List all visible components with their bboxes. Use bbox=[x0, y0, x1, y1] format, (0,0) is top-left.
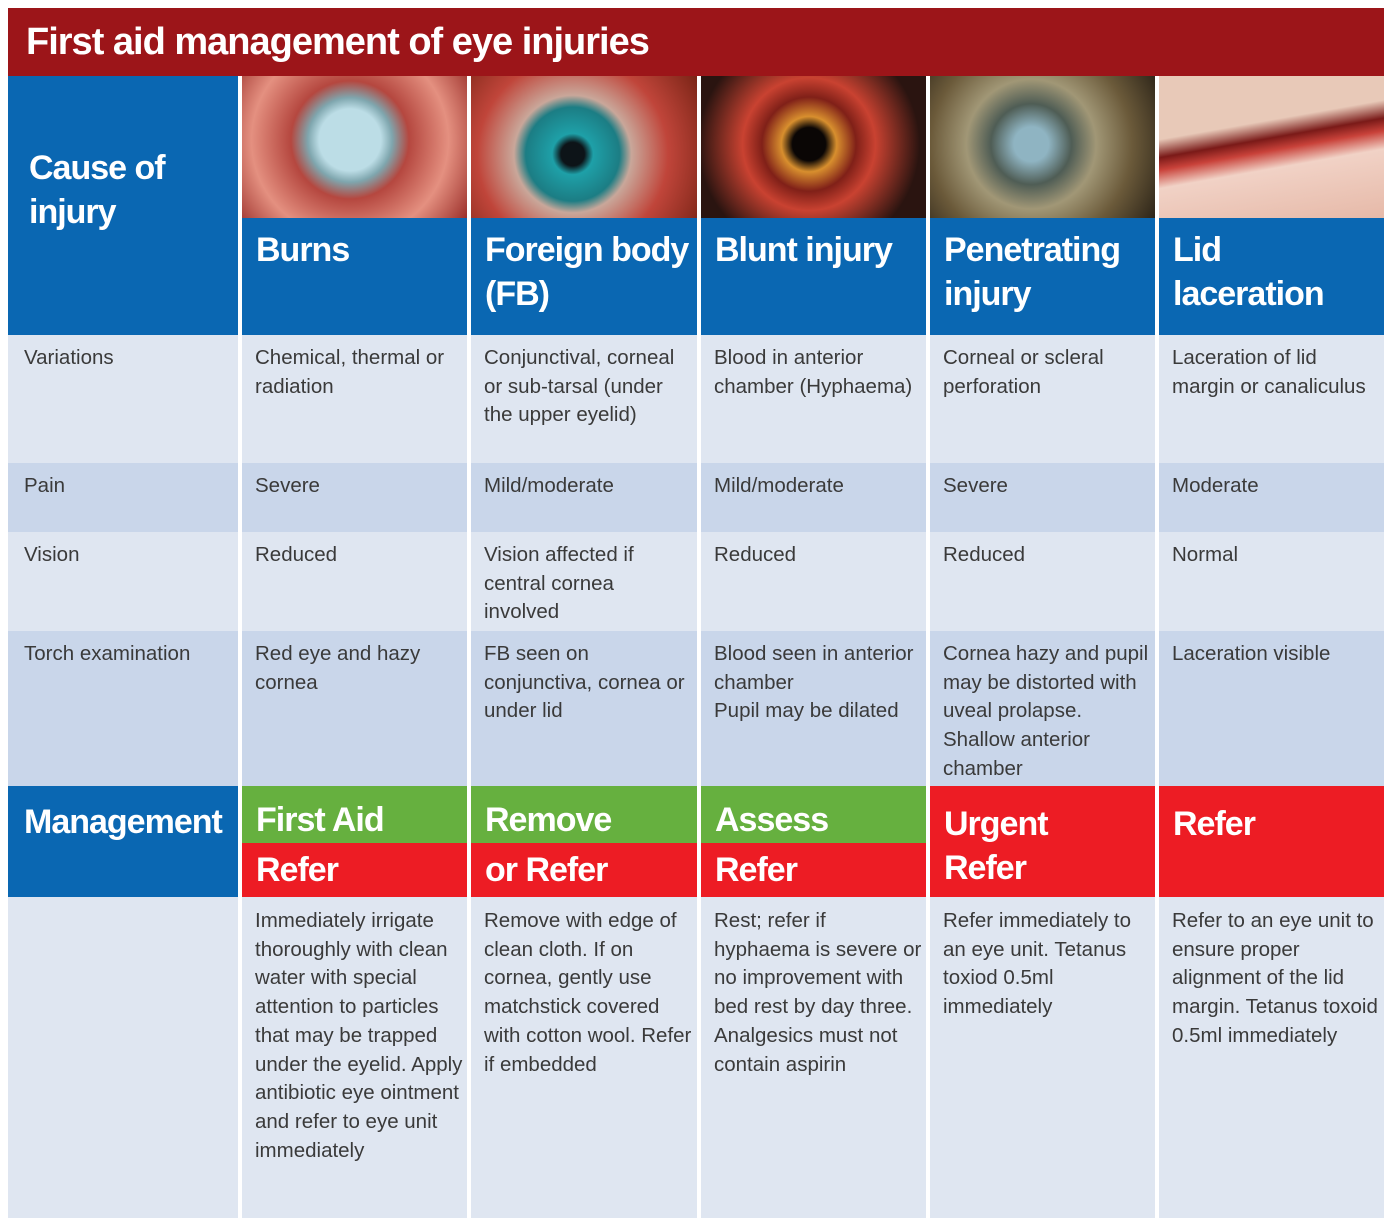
cell bbox=[471, 335, 697, 463]
column-header: Penetrating injury bbox=[944, 231, 1121, 313]
details-cell bbox=[930, 897, 1155, 1218]
cell-text: Reduced bbox=[943, 543, 1026, 566]
cell-text: Mild/moderate bbox=[484, 474, 614, 497]
row-label-cell bbox=[8, 631, 238, 786]
cell bbox=[1159, 631, 1384, 786]
title-bar: First aid management of eye injuries bbox=[8, 8, 1384, 76]
action-then: Refer bbox=[715, 851, 798, 889]
management-label-cell bbox=[8, 786, 238, 897]
cell bbox=[930, 335, 1155, 463]
row-label-cell bbox=[8, 463, 238, 532]
cell-text: Reduced bbox=[255, 543, 338, 566]
eye-photo bbox=[471, 76, 697, 218]
eye-photo bbox=[701, 76, 926, 218]
column-header: Blunt injury bbox=[715, 231, 893, 269]
action-first: Assess bbox=[715, 801, 829, 839]
cell bbox=[1159, 335, 1384, 463]
cell-text: Moderate bbox=[1172, 474, 1259, 497]
cell bbox=[1159, 463, 1384, 532]
column-header: Lid laceration bbox=[1173, 231, 1325, 313]
cell bbox=[471, 631, 697, 786]
details-cell bbox=[242, 897, 467, 1218]
cell bbox=[471, 532, 697, 631]
action-first: Remove bbox=[485, 801, 612, 839]
eye-photo bbox=[242, 76, 467, 218]
action-red bbox=[930, 786, 1155, 897]
cell bbox=[701, 335, 926, 463]
cell-text: Severe bbox=[255, 474, 320, 497]
action-then: Refer bbox=[256, 851, 339, 889]
cell-text: Severe bbox=[943, 474, 1008, 497]
column-header-cell bbox=[471, 218, 697, 335]
details-text: Refer immediately to an eye unit. Tetanu… bbox=[943, 909, 1131, 1019]
row-label: Variations bbox=[24, 346, 114, 369]
row-label: Torch examination bbox=[24, 642, 191, 665]
cell-text: Mild/moderate bbox=[714, 474, 844, 497]
cell-text: Corneal or scleral perforation bbox=[943, 346, 1104, 398]
details-cell bbox=[471, 897, 697, 1218]
action-green bbox=[242, 786, 467, 843]
details-label-cell bbox=[8, 897, 238, 1218]
cell-text: Vision affected if central cornea involv… bbox=[484, 543, 634, 624]
cell-text: FB seen on conjunctiva, cornea or under … bbox=[484, 642, 685, 723]
corner-cell bbox=[8, 76, 238, 335]
cell bbox=[242, 463, 467, 532]
cell-text: Laceration visible bbox=[1172, 642, 1331, 665]
column-header-cell bbox=[242, 218, 467, 335]
cell bbox=[930, 631, 1155, 786]
management-label: Management bbox=[24, 803, 223, 841]
cell bbox=[471, 463, 697, 532]
details-text: Remove with edge of clean cloth. If on c… bbox=[484, 909, 692, 1076]
corner-label: Cause of injury bbox=[29, 149, 166, 231]
row-label-cell bbox=[8, 335, 238, 463]
details-text: Refer to an eye unit to ensure proper al… bbox=[1172, 909, 1378, 1047]
cell bbox=[1159, 532, 1384, 631]
cell-text: Red eye and hazy cornea bbox=[255, 642, 421, 694]
details-cell bbox=[701, 897, 926, 1218]
column-header-cell bbox=[1159, 218, 1384, 335]
action-green bbox=[701, 786, 926, 843]
details-text: Rest; refer if hyphaema is severe or no … bbox=[714, 909, 922, 1076]
cell-text: Chemical, thermal or radiation bbox=[255, 346, 445, 398]
cell bbox=[701, 463, 926, 532]
column-header: Foreign body (FB) bbox=[485, 231, 689, 313]
cell bbox=[701, 631, 926, 786]
cell-text: Conjunctival, corneal or sub-tarsal (und… bbox=[484, 346, 675, 427]
title: First aid management of eye injuries bbox=[26, 21, 650, 63]
action-red bbox=[242, 843, 467, 897]
action-then: or Refer bbox=[485, 851, 608, 889]
column-header: Burns bbox=[256, 231, 350, 269]
row-label: Pain bbox=[24, 474, 66, 497]
details-cell bbox=[1159, 897, 1384, 1218]
cell bbox=[701, 532, 926, 631]
action-red bbox=[701, 843, 926, 897]
row-label-cell bbox=[8, 532, 238, 631]
cell bbox=[242, 532, 467, 631]
cell bbox=[242, 631, 467, 786]
cell bbox=[242, 335, 467, 463]
cell-text: Cornea hazy and pupil may be distorted w… bbox=[943, 642, 1149, 780]
eye-photo bbox=[930, 76, 1155, 218]
cell-text: Blood in anterior chamber (Hyphaema) bbox=[714, 346, 913, 398]
action-then: Urgent Refer bbox=[944, 805, 1049, 887]
cell-text: Blood seen in anterior chamber Pupil may… bbox=[714, 642, 914, 723]
action-red bbox=[1159, 786, 1384, 897]
cell-text: Reduced bbox=[714, 543, 797, 566]
cell-text: Normal bbox=[1172, 543, 1239, 566]
action-then: Refer bbox=[1173, 805, 1256, 843]
row-label: Vision bbox=[24, 543, 80, 566]
column-header-cell bbox=[930, 218, 1155, 335]
column-header-cell bbox=[701, 218, 926, 335]
cell bbox=[930, 532, 1155, 631]
action-red bbox=[471, 843, 697, 897]
eye-photo bbox=[1159, 76, 1384, 218]
cell bbox=[930, 463, 1155, 532]
cell-text: Laceration of lid margin or canaliculus bbox=[1172, 346, 1366, 398]
action-first: First Aid bbox=[256, 801, 385, 839]
action-green bbox=[471, 786, 697, 843]
details-text: Immediately irrigate thoroughly with cle… bbox=[255, 909, 463, 1162]
